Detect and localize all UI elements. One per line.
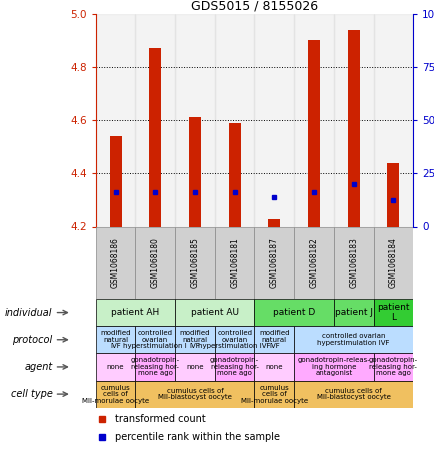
Text: GSM1068180: GSM1068180 bbox=[151, 237, 159, 288]
Bar bbox=[373, 226, 412, 299]
Bar bbox=[293, 381, 412, 408]
Bar bbox=[95, 326, 135, 353]
Bar bbox=[333, 226, 373, 299]
Text: cumulus cells of
MII-blastocyst oocyte: cumulus cells of MII-blastocyst oocyte bbox=[158, 388, 231, 400]
Bar bbox=[174, 14, 214, 226]
Bar bbox=[174, 226, 214, 299]
Bar bbox=[95, 14, 135, 226]
Text: agent: agent bbox=[24, 362, 53, 372]
Bar bbox=[347, 29, 359, 226]
Text: GSM1068183: GSM1068183 bbox=[349, 237, 357, 288]
Bar bbox=[214, 14, 254, 226]
Bar bbox=[135, 381, 254, 408]
Bar bbox=[135, 226, 174, 299]
Bar bbox=[174, 299, 254, 326]
Text: percentile rank within the sample: percentile rank within the sample bbox=[115, 432, 279, 442]
Bar bbox=[135, 326, 174, 353]
Bar bbox=[373, 14, 412, 226]
Bar bbox=[254, 353, 293, 381]
Text: gonadotropin-releas-
ing hormone
antagonist: gonadotropin-releas- ing hormone antagon… bbox=[297, 357, 369, 376]
Bar bbox=[135, 14, 174, 226]
Bar bbox=[333, 14, 373, 226]
Text: cell type: cell type bbox=[11, 389, 53, 399]
Bar bbox=[214, 353, 254, 381]
Bar bbox=[373, 353, 412, 381]
Text: GSM1068187: GSM1068187 bbox=[269, 237, 278, 288]
Bar bbox=[387, 163, 398, 226]
Text: gonadotropin-
releasing hor-
mone ago: gonadotropin- releasing hor- mone ago bbox=[130, 357, 179, 376]
Bar bbox=[254, 381, 293, 408]
Text: cumulus cells of
MII-blastocyst oocyte: cumulus cells of MII-blastocyst oocyte bbox=[316, 388, 390, 400]
Bar bbox=[228, 123, 240, 226]
Text: none: none bbox=[265, 364, 283, 370]
Text: none: none bbox=[107, 364, 124, 370]
Text: GSM1068182: GSM1068182 bbox=[309, 237, 318, 288]
Bar bbox=[214, 226, 254, 299]
Text: GSM1068181: GSM1068181 bbox=[230, 237, 239, 288]
Bar bbox=[293, 14, 333, 226]
Text: patient AH: patient AH bbox=[111, 308, 159, 317]
Text: cumulus
cells of
MII-morulae oocyte: cumulus cells of MII-morulae oocyte bbox=[240, 385, 307, 404]
Bar bbox=[254, 226, 293, 299]
Bar bbox=[149, 48, 161, 226]
Text: cumulus
cells of
MII-morulae oocyte: cumulus cells of MII-morulae oocyte bbox=[82, 385, 149, 404]
Text: controlled ovarian
hyperstimulation IVF: controlled ovarian hyperstimulation IVF bbox=[317, 333, 389, 346]
Bar bbox=[268, 218, 279, 226]
Bar bbox=[293, 226, 333, 299]
Bar bbox=[333, 299, 373, 326]
Text: none: none bbox=[186, 364, 203, 370]
Bar bbox=[307, 40, 319, 227]
Bar bbox=[174, 353, 214, 381]
Text: modified
natural
IVF: modified natural IVF bbox=[100, 330, 131, 349]
Text: GSM1068186: GSM1068186 bbox=[111, 237, 120, 288]
Bar bbox=[254, 326, 293, 353]
Text: patient
L: patient L bbox=[376, 303, 409, 322]
Title: GDS5015 / 8155026: GDS5015 / 8155026 bbox=[191, 0, 317, 12]
Bar bbox=[135, 353, 174, 381]
Bar bbox=[95, 226, 135, 299]
Bar bbox=[293, 326, 412, 353]
Text: controlled
ovarian
hyperstimulation I: controlled ovarian hyperstimulation I bbox=[123, 330, 187, 349]
Bar bbox=[109, 136, 121, 226]
Text: protocol: protocol bbox=[12, 335, 53, 345]
Text: individual: individual bbox=[5, 308, 53, 318]
Text: patient D: patient D bbox=[273, 308, 315, 317]
Text: transformed count: transformed count bbox=[115, 414, 205, 424]
Bar bbox=[95, 381, 135, 408]
Bar bbox=[254, 299, 333, 326]
Bar bbox=[95, 299, 174, 326]
Bar bbox=[95, 353, 135, 381]
Text: gonadotropin-
releasing hor-
mone ago: gonadotropin- releasing hor- mone ago bbox=[368, 357, 417, 376]
Text: modified
natural
IVF: modified natural IVF bbox=[179, 330, 210, 349]
Bar bbox=[373, 299, 412, 326]
Bar bbox=[174, 326, 214, 353]
Text: GSM1068184: GSM1068184 bbox=[388, 237, 397, 288]
Bar bbox=[254, 14, 293, 226]
Text: controlled
ovarian
hyperstimulation IVF: controlled ovarian hyperstimulation IVF bbox=[198, 330, 270, 349]
Bar bbox=[214, 326, 254, 353]
Text: patient AU: patient AU bbox=[191, 308, 238, 317]
Text: modified
natural
IVF: modified natural IVF bbox=[259, 330, 289, 349]
Text: GSM1068185: GSM1068185 bbox=[190, 237, 199, 288]
Text: patient J: patient J bbox=[334, 308, 372, 317]
Bar bbox=[293, 353, 373, 381]
Bar bbox=[188, 117, 201, 226]
Text: gonadotropin-
releasing hor-
mone ago: gonadotropin- releasing hor- mone ago bbox=[210, 357, 259, 376]
